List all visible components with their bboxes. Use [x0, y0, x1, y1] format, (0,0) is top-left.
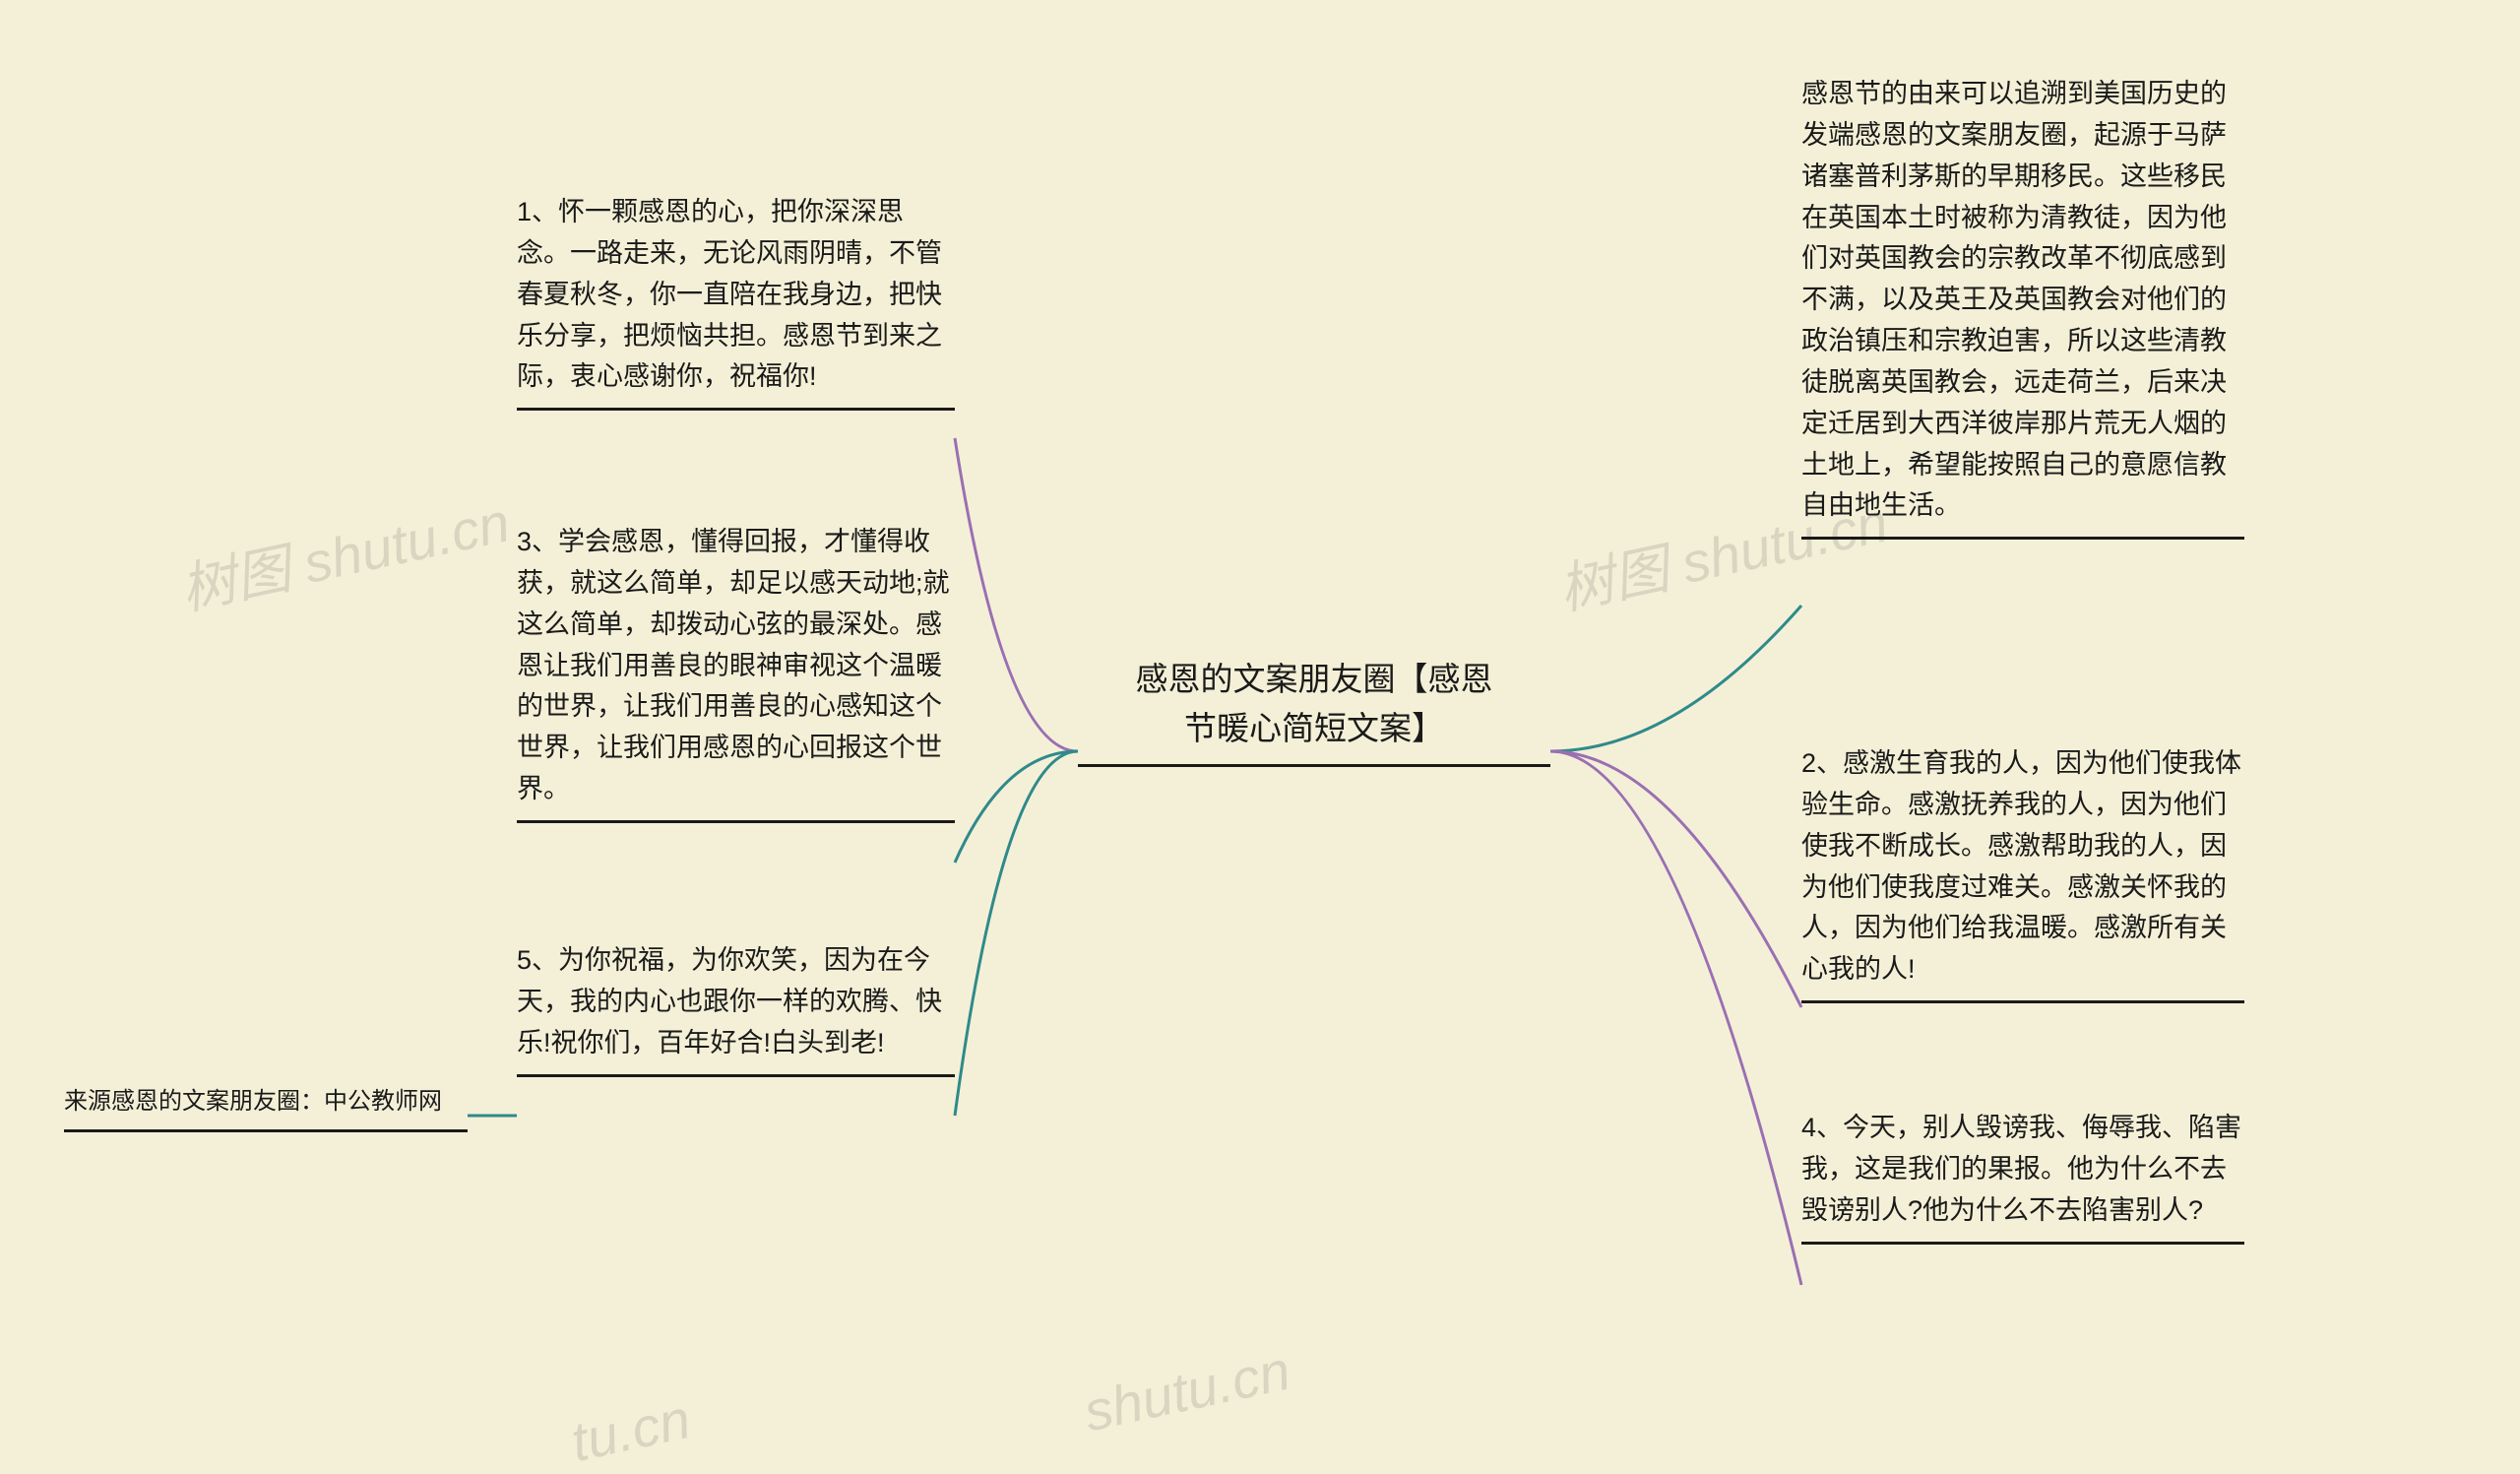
node-right-2: 2、感激生育我的人，因为他们使我体验生命。感激抚养我的人，因为他们使我不断成长。…	[1801, 743, 2244, 1003]
center-node: 感恩的文案朋友圈【感恩 节暖心简短文案】	[1078, 655, 1550, 767]
node-left-3: 5、为你祝福，为你欢笑，因为在今天，我的内心也跟你一样的欢腾、快乐!祝你们，百年…	[517, 940, 955, 1077]
node-left-1: 1、怀一颗感恩的心，把你深深思念。一路走来，无论风雨阴晴，不管春夏秋冬，你一直陪…	[517, 192, 955, 411]
watermark: 树图 shutu.cn	[172, 479, 516, 626]
node-right-1: 感恩节的由来可以追溯到美国历史的发端感恩的文案朋友圈，起源于马萨诸塞普利茅斯的早…	[1801, 74, 2244, 540]
watermark: shutu.cn	[1079, 1338, 1296, 1444]
center-title-line1: 感恩的文案朋友圈【感恩	[1136, 661, 1493, 697]
node-left-2: 3、学会感恩，懂得回报，才懂得收获，就这么简单，却足以感天动地;就这么简单，却拨…	[517, 522, 955, 823]
node-right-3: 4、今天，别人毁谤我、侮辱我、陷害我，这是我们的果报。他为什么不去毁谤别人?他为…	[1801, 1108, 2244, 1245]
watermark: tu.cn	[566, 1386, 696, 1474]
node-source: 来源感恩的文案朋友圈：中公教师网	[64, 1083, 468, 1132]
center-title-line2: 节暖心简短文案】	[1184, 710, 1444, 746]
